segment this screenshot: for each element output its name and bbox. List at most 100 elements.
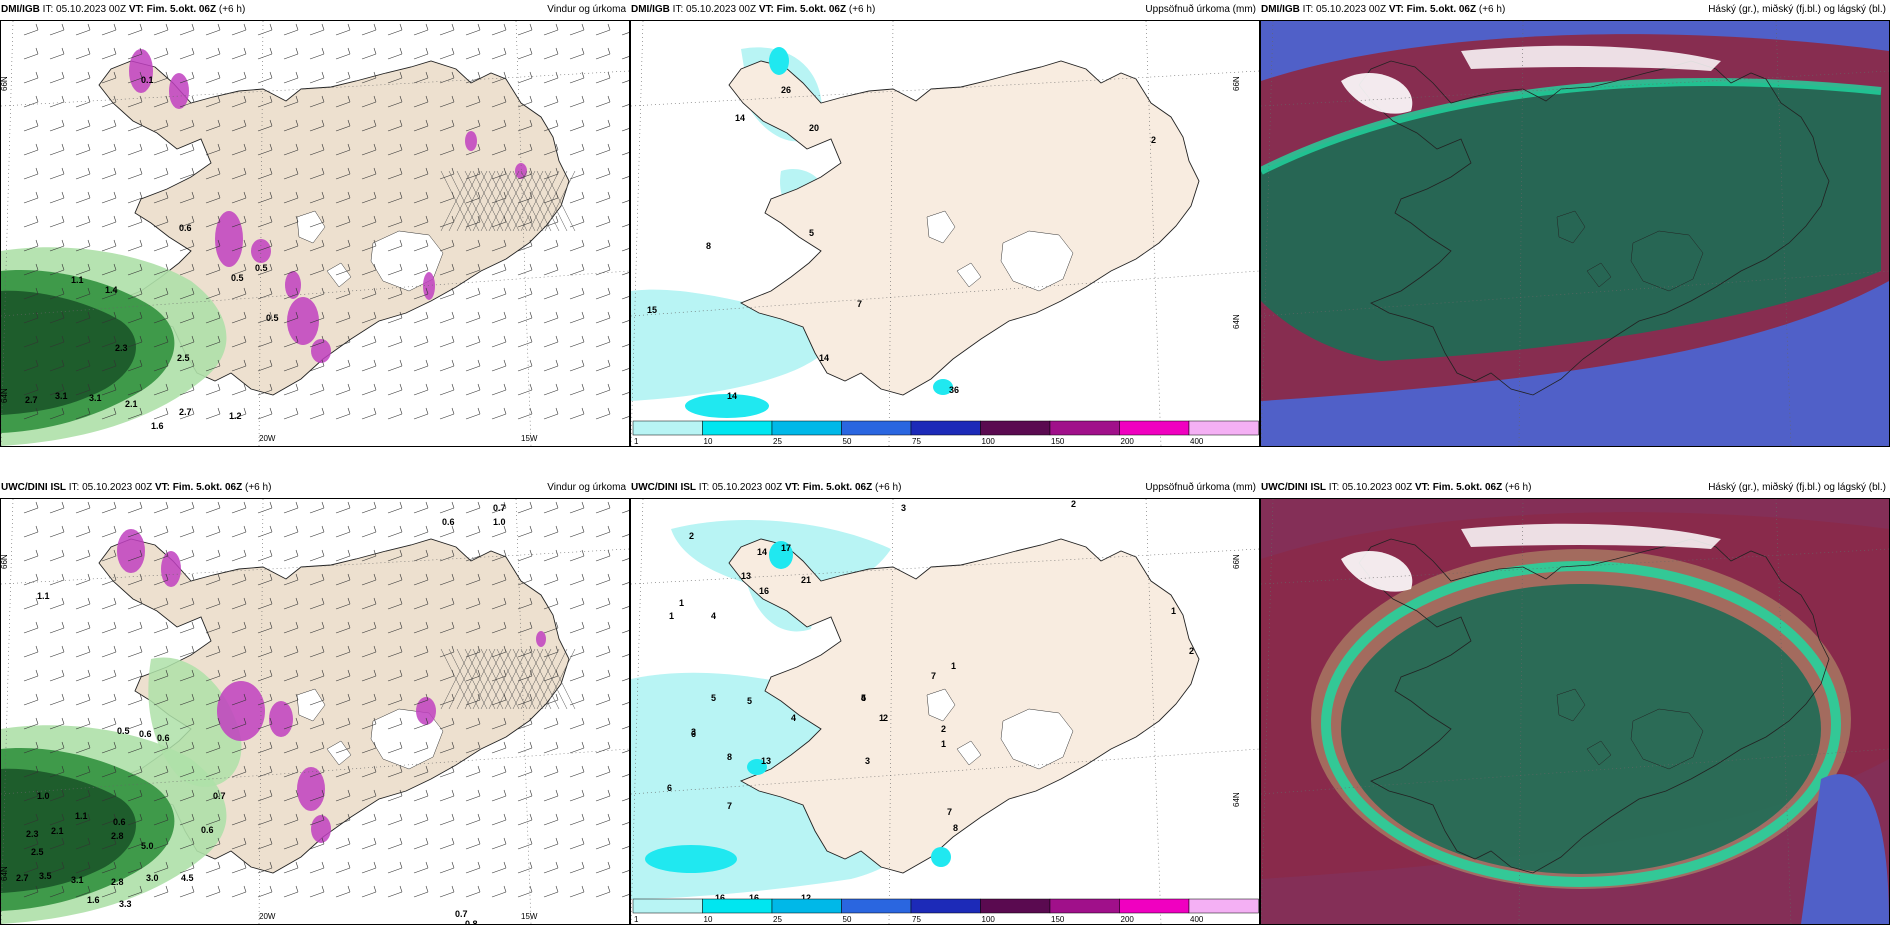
wind-barb (153, 525, 169, 538)
wind-barb (23, 501, 39, 514)
wind-barb (23, 885, 39, 898)
wind-barb (283, 263, 299, 276)
cloud-map-svg (1261, 499, 1889, 924)
wind-barb (621, 296, 629, 300)
parallel-line (1, 748, 629, 795)
wind-barb (439, 525, 455, 538)
lead-time: (+6 h) (875, 482, 902, 493)
precip-value-label: 1 (879, 713, 884, 723)
wind-barb (387, 525, 403, 538)
wind-barb (309, 359, 325, 372)
wind-barb (595, 837, 611, 850)
wind-barb (283, 741, 299, 754)
wind-barb (517, 119, 533, 132)
precip-value-label: 2 (1151, 135, 1156, 145)
wind-barb (517, 717, 533, 730)
wind-barb (49, 167, 65, 180)
wind-barb (75, 383, 91, 396)
wind-barb (231, 167, 247, 180)
wind-barb (75, 23, 91, 36)
wind-barb (621, 606, 629, 610)
wind-barb (101, 669, 117, 682)
precip-value-label: 3 (691, 727, 696, 737)
wind-barb (439, 95, 455, 108)
hatch-line (480, 648, 512, 710)
legend-swatch (632, 420, 703, 436)
wind-barb (335, 549, 351, 562)
wind-barb (309, 669, 325, 682)
wind-barb (101, 597, 117, 610)
wind-barb (49, 861, 65, 874)
vt-label: VT: (154, 482, 170, 493)
glacier-outline (1630, 708, 1704, 770)
wind-barb (387, 407, 403, 420)
legend-label: 400 (1190, 437, 1204, 446)
glacier-outline (1556, 688, 1586, 722)
precip-value-label: 14 (727, 391, 737, 401)
precip-value-label: 2.8 (111, 831, 124, 841)
wind-barb (595, 335, 611, 348)
wind-barb (595, 71, 611, 84)
wind-barb (205, 789, 221, 802)
wind-barb (491, 143, 507, 156)
wind-barb (569, 167, 585, 180)
wind-barb (517, 143, 533, 156)
wind-barb (127, 359, 143, 372)
wind-barb (491, 765, 507, 778)
wind-barb (439, 621, 455, 634)
wind-barb (569, 549, 585, 562)
wind-barb (569, 143, 585, 156)
wind-barb (335, 167, 351, 180)
wind-barb (465, 501, 481, 514)
convective-precip-cell (269, 701, 293, 737)
wind-barb (595, 215, 611, 228)
panel-dmi-clouds: DMI/IGB IT: 05.10.2023 00Z VT: Fim. 5.ok… (1260, 0, 1890, 450)
init-time: IT: 05.10.2023 00Z (672, 4, 757, 15)
wind-barb (283, 861, 299, 874)
legend-swatch (841, 898, 912, 914)
wind-barb (491, 693, 507, 706)
wind-barb (231, 549, 247, 562)
panel-header: UWC/DINI ISL IT: 05.10.2023 00Z VT: Fim.… (1260, 478, 1890, 498)
wind-barb (491, 573, 507, 586)
convective-precip-cell (416, 697, 436, 725)
wind-barb (413, 669, 429, 682)
glacier-outline (926, 688, 956, 722)
wind-barb (439, 311, 455, 324)
wind-barb (127, 741, 143, 754)
wind-barb (595, 501, 611, 514)
wind-barb (413, 215, 429, 228)
wind-barb (257, 693, 273, 706)
glacier-outline (1586, 262, 1612, 288)
wind-barb (387, 119, 403, 132)
precip-value-label: 26 (781, 85, 791, 95)
glacier-outline (956, 262, 982, 288)
wind-barb (335, 263, 351, 276)
wind-barb (153, 501, 169, 514)
wind-barb (387, 597, 403, 610)
wind-barb (127, 573, 143, 586)
wind-barb (205, 573, 221, 586)
precip-value-label: 5 (861, 693, 866, 703)
legend-swatch (632, 898, 703, 914)
wind-barb (387, 693, 403, 706)
wind-barb (23, 287, 39, 300)
parallel-line (1261, 748, 1889, 795)
wind-barb (335, 501, 351, 514)
precip-value-label: 8 (727, 752, 732, 762)
wind-barb (387, 383, 403, 396)
wind-barb (465, 407, 481, 420)
wind-barb (465, 621, 481, 634)
wind-barb (569, 311, 585, 324)
wind-barb (517, 239, 533, 252)
wind-barb (439, 167, 455, 180)
wind-barb (439, 71, 455, 84)
hatch-line (480, 170, 512, 232)
wind-barb (569, 407, 585, 420)
wind-barb (595, 47, 611, 60)
wind-barb (465, 669, 481, 682)
precip-value-label: 0.6 (139, 729, 152, 739)
moderate-precip-area (769, 541, 793, 569)
precip-value-label: 16 (759, 586, 769, 596)
convective-precip-cell (297, 767, 325, 811)
